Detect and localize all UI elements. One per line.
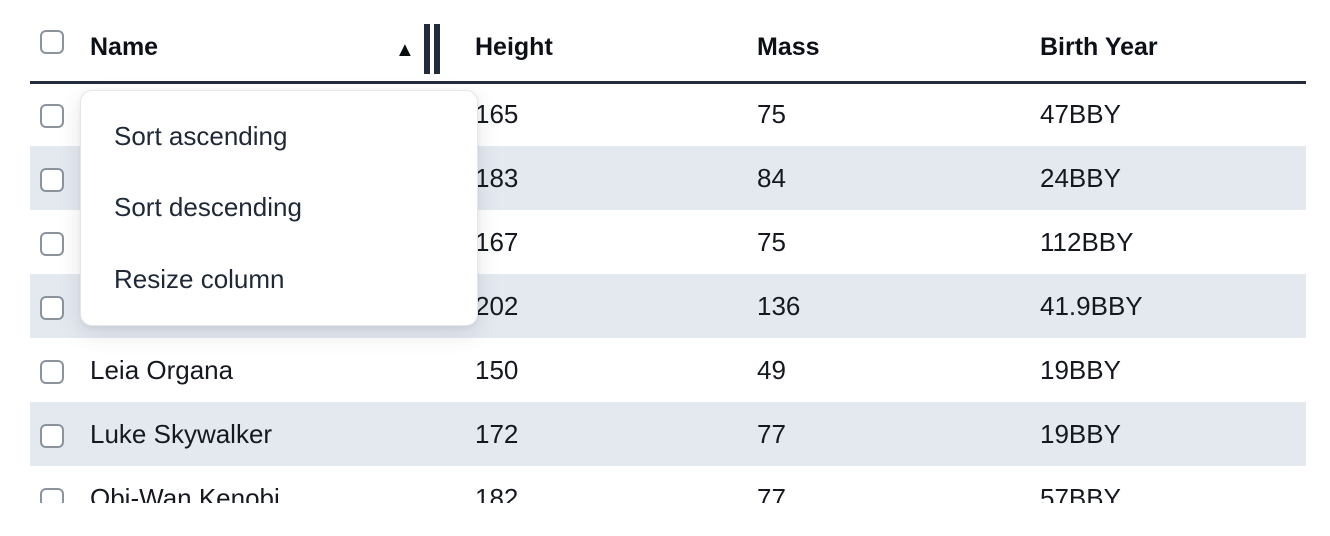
row-checkbox[interactable] (40, 359, 64, 384)
cell-name: Obi-Wan Kenobi (90, 482, 280, 504)
column-header-name[interactable]: Name ▲ (78, 0, 463, 84)
cell-birth-year: 19BBY (1040, 418, 1121, 449)
column-header-height[interactable]: Height (463, 0, 745, 84)
cell-mass: 75 (757, 226, 786, 257)
table-row: Leia Organa 150 49 19BBY (30, 338, 1306, 402)
cell-name: Luke Skywalker (90, 418, 273, 449)
sort-ascending-icon: ▲ (395, 39, 415, 61)
cell-mass: 75 (757, 99, 786, 130)
row-checkbox[interactable] (40, 104, 64, 129)
column-header-name-label: Name (90, 32, 159, 61)
menu-item-sort-ascending[interactable]: Sort ascending (114, 121, 288, 152)
cell-mass: 77 (757, 482, 786, 504)
table-viewport: Name ▲ Height Mass Birth Year 165 (30, 0, 1306, 503)
table-row: Luke Skywalker 172 77 19BBY (30, 402, 1306, 466)
cell-height: 165 (475, 99, 519, 130)
column-header-birth-year-label: Birth Year (1040, 32, 1158, 61)
column-header-height-label: Height (475, 32, 553, 61)
column-context-menu: Sort ascending Sort descending Resize co… (80, 90, 478, 326)
column-header-birth-year[interactable]: Birth Year (1028, 0, 1306, 84)
header-row: Name ▲ Height Mass Birth Year (30, 0, 1306, 84)
cell-mass: 84 (757, 162, 786, 193)
table-row: Obi-Wan Kenobi 182 77 57BBY (30, 466, 1306, 503)
row-checkbox[interactable] (40, 295, 64, 320)
table-row: 165 75 47BBY (30, 82, 1306, 146)
select-all-cell (30, 0, 78, 84)
row-checkbox[interactable] (40, 487, 64, 503)
cell-name: Leia Organa (90, 354, 234, 385)
cell-height: 182 (475, 482, 519, 504)
select-all-checkbox[interactable] (40, 30, 64, 55)
cell-birth-year: 24BBY (1040, 162, 1121, 193)
cell-height: 202 (475, 290, 519, 321)
column-header-mass-label: Mass (757, 32, 820, 61)
row-checkbox[interactable] (40, 423, 64, 448)
cell-height: 167 (475, 226, 519, 257)
row-checkbox[interactable] (40, 231, 64, 256)
menu-item-sort-descending[interactable]: Sort descending (114, 192, 302, 223)
cell-birth-year: 41.9BBY (1040, 290, 1143, 321)
cell-mass: 49 (757, 354, 786, 385)
column-resize-handle[interactable] (424, 24, 440, 74)
cell-birth-year: 47BBY (1040, 99, 1121, 130)
cell-birth-year: 57BBY (1040, 482, 1121, 504)
table-row: 167 75 112BBY (30, 210, 1306, 274)
column-header-mass[interactable]: Mass (745, 0, 1028, 84)
cell-height: 150 (475, 354, 519, 385)
row-checkbox[interactable] (40, 167, 64, 192)
cell-mass: 136 (757, 290, 801, 321)
cell-height: 172 (475, 418, 519, 449)
cell-mass: 77 (757, 418, 786, 449)
menu-item-resize-column[interactable]: Resize column (114, 263, 285, 294)
cell-birth-year: 19BBY (1040, 354, 1121, 385)
cell-birth-year: 112BBY (1040, 226, 1134, 257)
cell-height: 183 (475, 162, 519, 193)
